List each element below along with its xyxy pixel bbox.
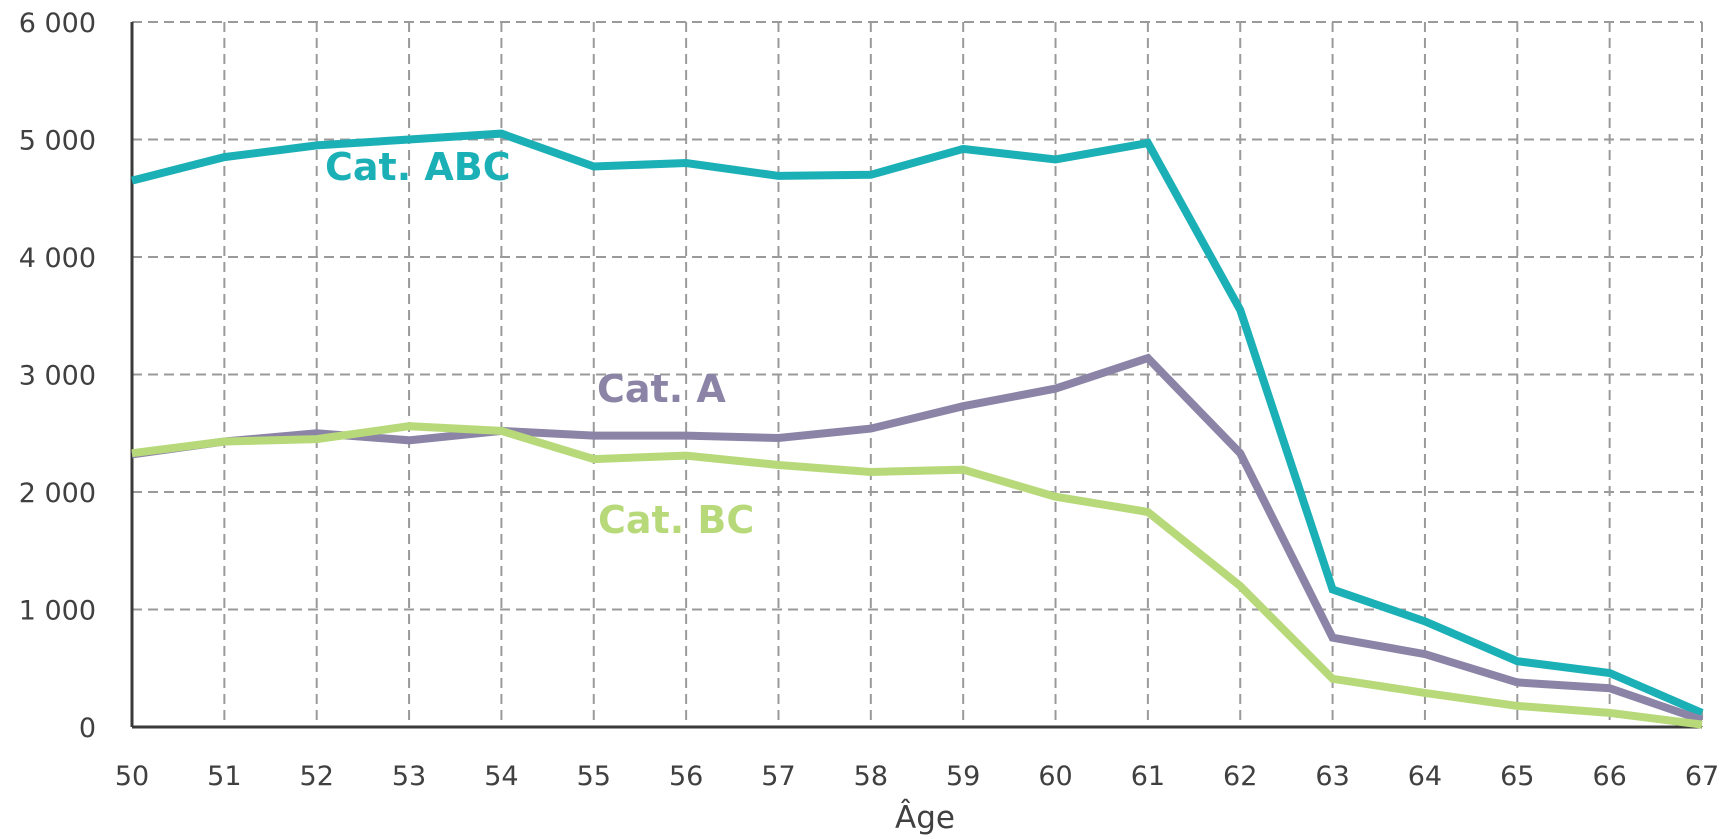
x-tick-label: 65: [1500, 761, 1534, 792]
x-tick-label: 66: [1592, 761, 1626, 792]
x-tick-label: 52: [300, 761, 334, 792]
x-tick-label: 60: [1038, 761, 1072, 792]
x-tick-label: 50: [115, 761, 149, 792]
x-tick-label: 54: [484, 761, 518, 792]
grid: [132, 21, 1703, 727]
x-tick-label: 55: [577, 761, 611, 792]
y-tick-label: 3 000: [19, 361, 96, 392]
series-line-1: [131, 353, 1704, 724]
series-labels: Cat. ABC Cat. A Cat. BC: [325, 145, 754, 542]
series-label-2: Cat. BC: [598, 498, 754, 542]
y-tick-label: 5 000: [19, 126, 96, 157]
tick-labels: 0 1 000 2 000 3 000 4 000 5 000 6 000 50 51 52 53 5…: [19, 8, 1719, 792]
x-tick-label: 67: [1685, 761, 1719, 792]
series-line-2: [131, 422, 1703, 729]
y-tick-label: 0: [79, 713, 96, 744]
x-axis-title: Âge: [895, 800, 955, 836]
x-tick-label: 57: [761, 761, 795, 792]
x-tick-label: 64: [1408, 761, 1442, 792]
x-tick-label: 51: [207, 761, 241, 792]
x-tick-label: 63: [1315, 761, 1349, 792]
series-label-1: Cat. A: [597, 367, 726, 411]
x-tick-label: 59: [946, 761, 980, 792]
x-tick-label: 62: [1223, 761, 1257, 792]
x-tick-label: 56: [669, 761, 703, 792]
y-tick-label: 4 000: [19, 243, 96, 274]
x-tick-label: 53: [392, 761, 426, 792]
series-line-0: [131, 129, 1704, 717]
y-tick-label: 1 000: [19, 596, 96, 627]
x-tick-label: 58: [854, 761, 888, 792]
y-tick-label: 2 000: [19, 478, 96, 509]
y-tick-label: 6 000: [19, 8, 96, 39]
x-tick-label: 61: [1131, 761, 1165, 792]
axes: [130, 22, 1702, 729]
series-label-0: Cat. ABC: [325, 145, 511, 189]
series-lines: [131, 129, 1704, 729]
